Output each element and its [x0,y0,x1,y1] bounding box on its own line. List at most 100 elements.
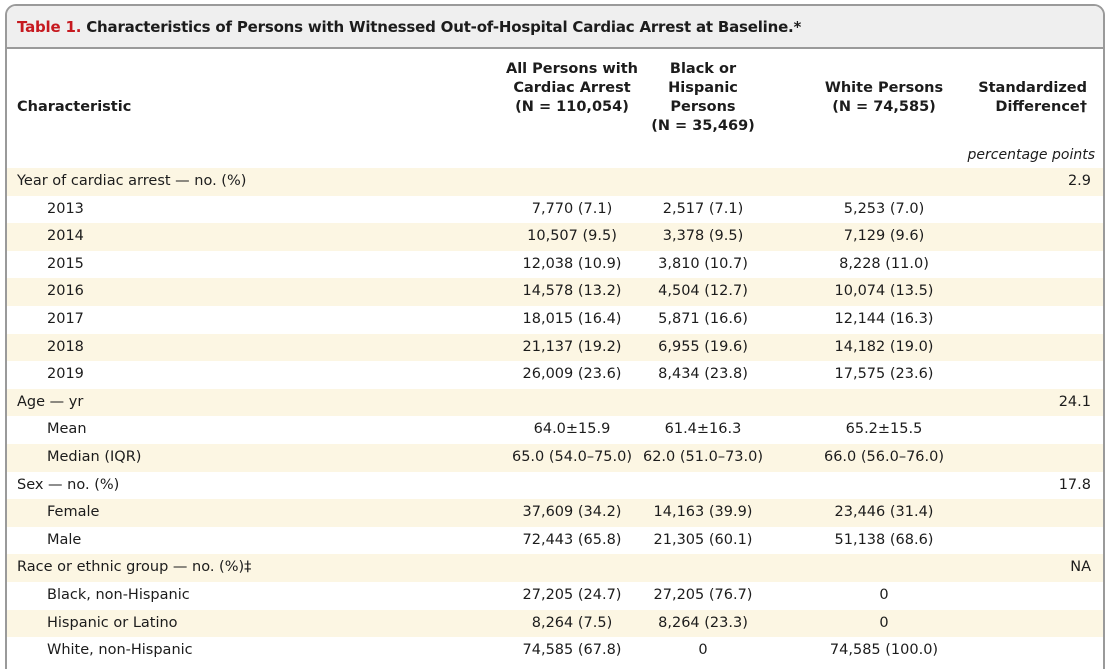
cell-black-hispanic: 4,504 (12.7) [658,283,748,300]
row-label: 2016 [47,283,84,300]
header-white-line-1: White Persons [824,80,944,96]
row-label: 2015 [47,255,84,272]
table-row: 2015 12,038 (10.9) 3,810 (10.7) 8,228 (11.0… [7,251,1103,279]
header-characteristic: Characteristic [17,99,132,115]
row-label: Age — yr [17,393,84,410]
table-row: Age — yr 24.1 [7,388,1103,417]
cell-all-persons: 26,009 (23.6) [522,366,622,383]
table-title: Characteristics of Persons with Witnesse… [86,17,802,36]
header-white-line-2: (N = 74,585) [832,99,936,115]
header-all-line-3: (N = 110,054) [515,99,629,115]
cell-black-hispanic: 8,264 (23.3) [658,614,748,631]
cell-white-persons: 14,182 (19.0) [834,338,934,355]
row-label: Mean [47,421,87,438]
cell-black-hispanic: 5,871 (16.6) [658,310,748,327]
cell-white-persons: 74,585 (100.0) [829,642,939,659]
table-row: Race or ethnic group — no. (%)‡ NA [7,554,1103,582]
cell-white-persons: 7,129 (9.6) [843,228,925,245]
cell-standardized-difference: 17.8 [1058,476,1091,493]
cell-black-hispanic: 8,434 (23.8) [658,366,748,383]
cell-all-persons: 12,038 (10.9) [522,255,622,272]
cell-white-persons: 8,228 (11.0) [839,255,929,272]
table-row: 2019 26,009 (23.6) 8,434 (23.8) 17,575 (23.… [7,361,1103,389]
row-label: Hispanic or Latino [47,614,178,631]
table-body: Year of cardiac arrest — no. (%) 2.9 2013 7… [7,168,1103,665]
cell-all-persons: 27,205 (24.7) [522,586,622,603]
cell-standardized-difference: 24.1 [1058,393,1091,410]
cell-white-persons: 12,144 (16.3) [834,310,934,327]
row-label: 2014 [47,228,84,245]
header-all-persons: All Persons with Cardiac Arrest (N = 110… [477,60,667,117]
row-label: Black, non-Hispanic [47,586,190,603]
units-note: percentage points [967,147,1095,163]
cell-white-persons: 0 [879,586,889,603]
table-row: 2018 21,137 (19.2) 6,955 (19.6) 14,182 (19.… [7,333,1103,362]
cell-all-persons: 64.0±15.9 [533,421,611,438]
row-label: Sex — no. (%) [17,476,120,493]
table-row: 2017 18,015 (16.4) 5,871 (16.6) 12,144 (16.… [7,306,1103,334]
cell-all-persons: 72,443 (65.8) [522,531,622,548]
table-row: 2013 7,770 (7.1) 2,517 (7.1) 5,253 (7.0) [7,196,1103,224]
cell-black-hispanic: 0 [698,642,708,659]
cell-white-persons: 66.0 (56.0–76.0) [823,448,945,465]
cell-black-hispanic: 2,517 (7.1) [662,200,744,217]
row-label: Year of cardiac arrest — no. (%) [17,173,247,189]
row-label: 2018 [47,338,84,355]
table-row: 2016 14,578 (13.2) 4,504 (12.7) 10,074 (13.… [7,278,1103,306]
header-all-line-2: Cardiac Arrest [513,80,631,96]
header-bh-line-3: (N = 35,469) [651,118,755,134]
header-bh-line-1: Black or Hispanic [668,61,738,96]
cell-all-persons: 18,015 (16.4) [522,310,622,327]
cell-black-hispanic: 3,378 (9.5) [662,228,744,245]
cell-black-hispanic: 3,810 (10.7) [658,255,748,272]
cell-black-hispanic: 6,955 (19.6) [658,338,748,355]
row-label: 2017 [47,310,84,327]
table-row: Year of cardiac arrest — no. (%) 2.9 [7,168,1103,196]
row-label: 2019 [47,366,84,383]
cell-standardized-difference: 2.9 [1067,173,1091,189]
table-label: Table 1. [17,17,82,36]
row-label: Female [47,504,100,521]
table-row: Female 37,609 (34.2) 14,163 (39.9) 23,446 (… [7,499,1103,527]
cell-white-persons: 17,575 (23.6) [834,366,934,383]
cell-standardized-difference: NA [1070,559,1091,576]
table-row: Hispanic or Latino 8,264 (7.5) 8,264 (23.3… [7,609,1103,638]
table-row: White, non-Hispanic 74,585 (67.8) 0 74,585 … [7,637,1103,665]
table-row: 2014 10,507 (9.5) 3,378 (9.5) 7,129 (9.6) [7,223,1103,251]
header-sd-line-2: Difference† [995,99,1087,115]
header-all-line-1: All Persons with [505,61,639,77]
header-white-persons: White Persons (N = 74,585) [809,79,959,117]
row-label: Male [47,531,82,548]
cell-all-persons: 74,585 (67.8) [522,642,622,659]
row-label: Median (IQR) [47,448,142,465]
table-row: Male 72,443 (65.8) 21,305 (60.1) 51,138 (68… [7,527,1103,555]
table-row: Median (IQR) 65.0 (54.0–75.0) 62.0 (51.0–7… [7,443,1103,472]
row-label: 2013 [47,200,84,217]
cell-all-persons: 37,609 (34.2) [522,504,622,521]
header-bh-line-2: Persons [670,99,736,115]
cell-white-persons: 0 [879,614,889,631]
cell-white-persons: 10,074 (13.5) [834,283,934,300]
cell-all-persons: 7,770 (7.1) [531,200,613,217]
header-black-hispanic: Black or Hispanic Persons (N = 35,469) [633,60,773,136]
header-standardized-difference: Standardized Difference† [957,79,1087,117]
cell-black-hispanic: 21,305 (60.1) [653,531,753,548]
cell-all-persons: 10,507 (9.5) [527,228,617,245]
cell-black-hispanic: 61.4±16.3 [664,421,742,438]
cell-black-hispanic: 14,163 (39.9) [653,504,753,521]
table-row: Mean 64.0±15.9 61.4±16.3 65.2±15.5 [7,416,1103,444]
table-row: Sex — no. (%) 17.8 [7,472,1103,500]
cell-all-persons: 21,137 (19.2) [522,338,622,355]
table-header: Characteristic All Persons with Cardiac … [7,49,1103,168]
table-frame: Table 1. Characteristics of Persons with… [5,4,1105,669]
table-row: Black, non-Hispanic 27,205 (24.7) 27,205 (… [7,582,1103,610]
row-label: Race or ethnic group — no. (%)‡ [17,559,252,576]
cell-all-persons: 65.0 (54.0–75.0) [511,448,633,465]
cell-white-persons: 65.2±15.5 [845,421,923,438]
table-title-bar: Table 1. Characteristics of Persons with… [7,6,1103,49]
cell-all-persons: 8,264 (7.5) [531,614,613,631]
cell-white-persons: 23,446 (31.4) [834,504,934,521]
cell-white-persons: 5,253 (7.0) [843,200,925,217]
cell-black-hispanic: 62.0 (51.0–73.0) [642,448,764,465]
cell-white-persons: 51,138 (68.6) [834,531,934,548]
